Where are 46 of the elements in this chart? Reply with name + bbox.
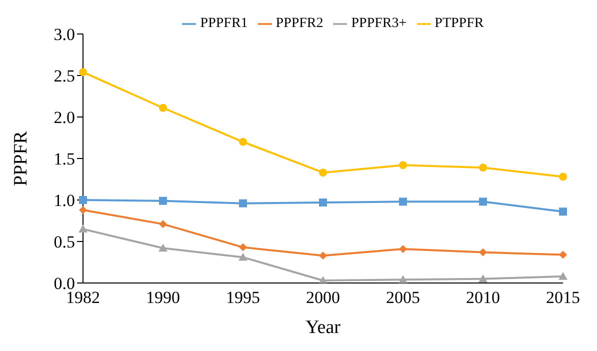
x-tick-label: 2000	[306, 288, 340, 308]
y-tick-label: 2.5	[54, 66, 75, 86]
x-tick-label: 2015	[546, 288, 580, 308]
point	[559, 208, 567, 216]
legend-label: PPPFR3+	[351, 16, 407, 31]
point	[559, 250, 567, 259]
point	[479, 164, 487, 172]
x-axis-title: Year	[305, 317, 342, 338]
x-tick-label: 2010	[466, 288, 500, 308]
point	[398, 275, 408, 283]
x-tick-label: 1990	[146, 288, 180, 308]
point	[239, 243, 247, 252]
point	[558, 272, 568, 280]
y-tick-label: 1.0	[54, 191, 75, 210]
point	[399, 198, 407, 206]
point	[399, 161, 407, 170]
point	[158, 244, 168, 252]
point	[79, 68, 87, 76]
y-tick-label: 1.5	[54, 150, 75, 169]
point	[79, 206, 87, 214]
x-tick-label: 1995	[226, 288, 260, 308]
point	[79, 196, 87, 204]
point	[479, 248, 487, 256]
y-tick-label: 0.5	[54, 232, 75, 252]
point	[478, 274, 488, 282]
point	[319, 198, 327, 206]
y-tick-label: 3.0	[54, 25, 75, 44]
y-tick-label: 2.0	[54, 108, 75, 128]
point	[239, 199, 247, 208]
legend-label: PPPFR2	[276, 16, 324, 31]
legend-label: PTPPFR	[434, 16, 484, 31]
x-tick-label: 1982	[66, 288, 100, 308]
point	[238, 252, 248, 261]
point	[159, 196, 167, 205]
point	[159, 104, 167, 112]
x-tick-label: 2005	[386, 288, 420, 308]
y-axis-title: PPPFR	[10, 130, 32, 186]
point	[78, 224, 88, 233]
point	[319, 252, 327, 260]
point	[559, 172, 567, 181]
legend-label: PPPFR1	[200, 16, 248, 31]
point	[159, 220, 167, 228]
point	[239, 138, 247, 146]
point	[479, 198, 487, 206]
point	[399, 244, 407, 253]
point	[319, 168, 327, 177]
